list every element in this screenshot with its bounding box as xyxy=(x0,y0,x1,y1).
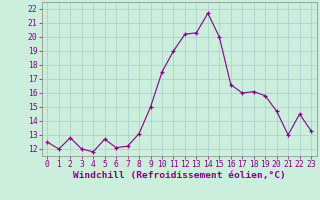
X-axis label: Windchill (Refroidissement éolien,°C): Windchill (Refroidissement éolien,°C) xyxy=(73,171,285,180)
